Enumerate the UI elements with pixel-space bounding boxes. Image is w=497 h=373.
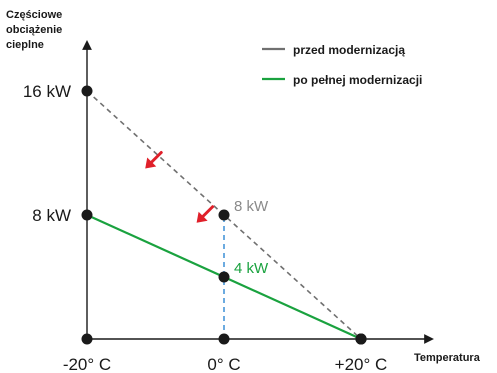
data-point: [355, 333, 367, 345]
legend-label: przed modernizacją: [293, 43, 405, 57]
x-tick-label: 0° C: [207, 355, 240, 373]
point-label: 4 kW: [234, 260, 269, 277]
x-tick-label: -20° C: [63, 355, 111, 373]
x-axis-point: [218, 333, 230, 345]
y-tick-label: 8 kW: [32, 206, 71, 225]
y-axis-title-line-2: obciążenie: [6, 24, 63, 36]
y-axis-title-line-3: cieplne: [6, 39, 44, 51]
data-point: [81, 85, 93, 97]
x-tick-label: +20° C: [335, 355, 388, 373]
y-tick-label: 16 kW: [23, 82, 71, 101]
data-point: [218, 271, 230, 283]
y-axis-title-line-1: Częściowe: [6, 9, 63, 21]
legend-label: po pełnej modernizacji: [293, 73, 422, 87]
labels: Temperatura -20° C 0° C +20° C 8 kW 16 kW 8 kW…: [23, 82, 481, 373]
x-axis-point: [81, 333, 93, 345]
legend: przed modernizacją po pełnej modernizacji: [262, 43, 422, 87]
data-point: [81, 209, 93, 221]
red-arrow-icon: [145, 151, 163, 169]
red-arrow-head: [145, 157, 157, 169]
x-axis-title: Temperatura: [414, 352, 481, 364]
red-arrow-head: [196, 211, 208, 223]
red-arrow-icon: [196, 205, 215, 223]
point-label: 8 kW: [234, 198, 269, 215]
annotation-arrows: [145, 151, 215, 223]
data-points: [81, 85, 367, 345]
data-point: [218, 209, 230, 221]
y-axis-title: Częściowe obciążenie cieplne: [6, 8, 126, 53]
